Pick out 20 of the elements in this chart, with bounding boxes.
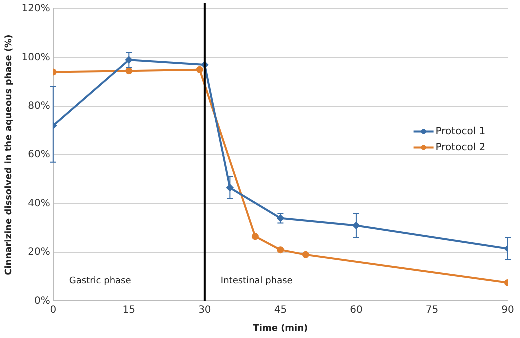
y-tick-label: 120%: [22, 4, 50, 15]
y-tick-label: 20%: [28, 247, 50, 258]
annotation: Intestinal phase: [220, 276, 294, 287]
x-tick-label: 30: [198, 304, 212, 316]
legend-label: Protocol 1: [436, 126, 486, 138]
x-tick-label: 15: [122, 304, 136, 316]
x-tick-label: 90: [502, 304, 514, 316]
x-tick-label: 75: [426, 304, 439, 316]
x-tick-label: 60: [350, 304, 363, 316]
x-tick-label: 45: [274, 304, 288, 316]
annotation: Gastric phase: [69, 276, 132, 287]
y-tick-label: 0%: [34, 296, 50, 307]
legend-label: Protocol 2: [436, 142, 486, 154]
y-tick-label: 60%: [28, 150, 50, 161]
x-tick-label: 0: [50, 304, 57, 316]
y-axis-title: Cinnarizine dissolved in the aqueous phase (%): [4, 34, 15, 276]
y-tick-label: 80%: [28, 100, 50, 112]
x-axis-title: Time (min): [253, 324, 308, 334]
y-tick-label: 100%: [22, 52, 50, 64]
y-tick-label: 40%: [28, 198, 50, 210]
